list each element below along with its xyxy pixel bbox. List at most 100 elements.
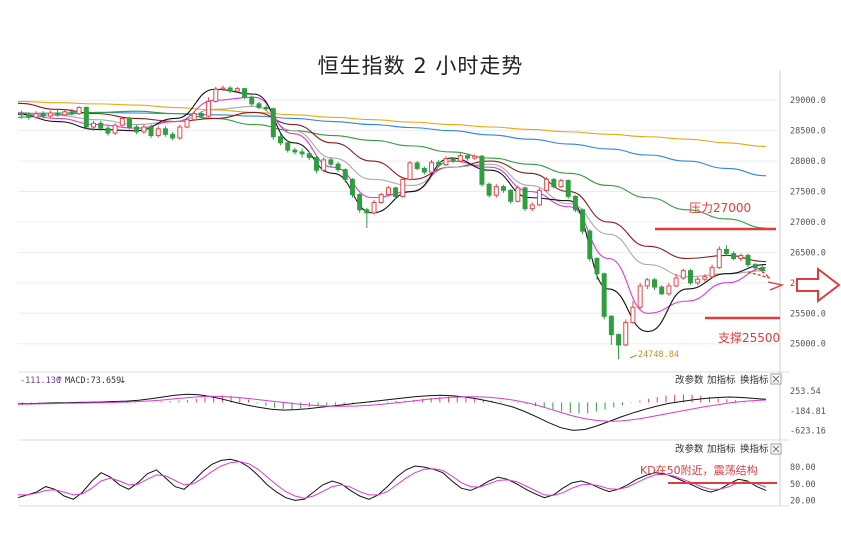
y-tick-label: 27500.0 (790, 188, 826, 198)
candle-body (508, 189, 514, 202)
right-arrow-icon (796, 266, 841, 304)
macd-y-tick-label: -623.16 (790, 427, 826, 437)
candle-body (256, 103, 262, 109)
candle-body (285, 142, 291, 151)
candle-body (234, 88, 240, 92)
candle-body (673, 277, 679, 287)
close-icon[interactable] (770, 373, 782, 385)
candle-body (443, 158, 449, 166)
y-tick-label: 29000.0 (790, 96, 826, 106)
kd-note: KD在50附近，震荡结构 (640, 463, 758, 477)
candle-body (47, 112, 53, 117)
candle-body (177, 126, 183, 139)
candle-body (644, 279, 650, 287)
candle-body (335, 163, 341, 171)
y-tick-label: 25500.0 (790, 309, 826, 319)
kd-panel: 改参数 加指标 换指标 80.00 50.00 20.00 KD在50附近，震荡结构 (17, 439, 816, 506)
candle-body (393, 187, 399, 197)
close-icon[interactable] (770, 443, 782, 455)
candle-body (472, 155, 478, 159)
candle-body (155, 128, 161, 137)
annotations: 压力27000 支撑25500 24748.84 (629, 201, 841, 360)
candle-body (127, 117, 132, 128)
candle-body (364, 209, 370, 214)
candle-body (213, 88, 219, 102)
candle-body (501, 186, 506, 191)
candle-body (371, 201, 377, 214)
chart-title: 恒生指数 2 小时走势 (317, 54, 524, 78)
candle-body (515, 187, 521, 202)
candle-body (321, 159, 327, 171)
candle-body (69, 111, 75, 115)
candle-body (105, 127, 111, 134)
candle-body (134, 126, 140, 133)
kd-add-indicator-button[interactable]: 加指标 (707, 443, 736, 455)
candle-body (198, 113, 204, 117)
macd-y-tick-label: -184.81 (790, 407, 826, 417)
macd-y-axis: 253.54 -184.81 -623.16 (790, 387, 826, 437)
macd-histogram (21, 394, 763, 414)
kd-switch-indicator-button[interactable]: 换指标 (740, 443, 769, 455)
candle-body (76, 107, 82, 115)
candle-body (292, 149, 298, 153)
candle-body (112, 124, 118, 134)
macd-y-tick-label: 253.54 (790, 387, 821, 397)
kd-change-params-button[interactable]: 改参数 (675, 443, 704, 455)
candle-body (522, 187, 528, 210)
candle-body (91, 122, 96, 128)
candle-body (544, 178, 550, 191)
candle-body (594, 258, 600, 275)
candle-body (421, 167, 427, 173)
kd-y-tick-label: 80.00 (790, 463, 816, 473)
candle-body (141, 126, 147, 133)
y-tick-label: 28500.0 (790, 127, 826, 137)
candle-body (731, 253, 737, 260)
candle-body (119, 117, 125, 126)
macd-add-indicator-button[interactable]: 加指标 (707, 374, 736, 386)
candle-body (62, 111, 68, 116)
candle-body (184, 119, 190, 128)
candle-body (493, 186, 499, 196)
ma-line (17, 110, 767, 229)
resistance-label: 压力27000 (689, 201, 751, 215)
candle-body (457, 155, 463, 162)
candle-body (759, 267, 765, 272)
candle-body (572, 195, 578, 211)
candlesticks (19, 85, 765, 360)
candle-body (162, 128, 168, 135)
kd-y-tick-label: 50.00 (790, 480, 816, 490)
candle-body (227, 87, 233, 92)
candle-body (148, 126, 154, 137)
candle-body (702, 276, 708, 280)
candle-body (357, 194, 363, 211)
macd-change-params-button[interactable]: 改参数 (675, 374, 704, 386)
candle-body (270, 108, 276, 138)
ma-line (17, 100, 767, 148)
candle-body (40, 113, 46, 117)
down-arrow-icon: ↓ (119, 376, 127, 386)
kd-y-tick-label: 20.00 (790, 496, 816, 506)
candle-body (723, 248, 729, 255)
candle-body (486, 183, 492, 196)
candle-body (695, 278, 701, 284)
candle-body (680, 270, 686, 279)
macd-switch-indicator-button[interactable]: 换指标 (740, 374, 769, 386)
candle-body (709, 267, 715, 278)
candle-body (630, 306, 636, 323)
kd-k-line (17, 458, 767, 501)
moving-average-lines (17, 88, 767, 333)
candle-body (580, 209, 586, 232)
y-tick-label: 28000.0 (790, 157, 826, 167)
candle-body (400, 178, 406, 197)
candle-body (616, 334, 622, 346)
macd-value: MACD:73.659 (65, 376, 121, 386)
candle-body (752, 264, 758, 269)
ma-line (17, 111, 767, 177)
candle-body (314, 156, 319, 171)
candle-body (349, 178, 355, 196)
candle-body (536, 189, 542, 206)
candle-body (637, 285, 643, 308)
candle-body (378, 194, 384, 203)
low-price-pointer (629, 354, 638, 359)
